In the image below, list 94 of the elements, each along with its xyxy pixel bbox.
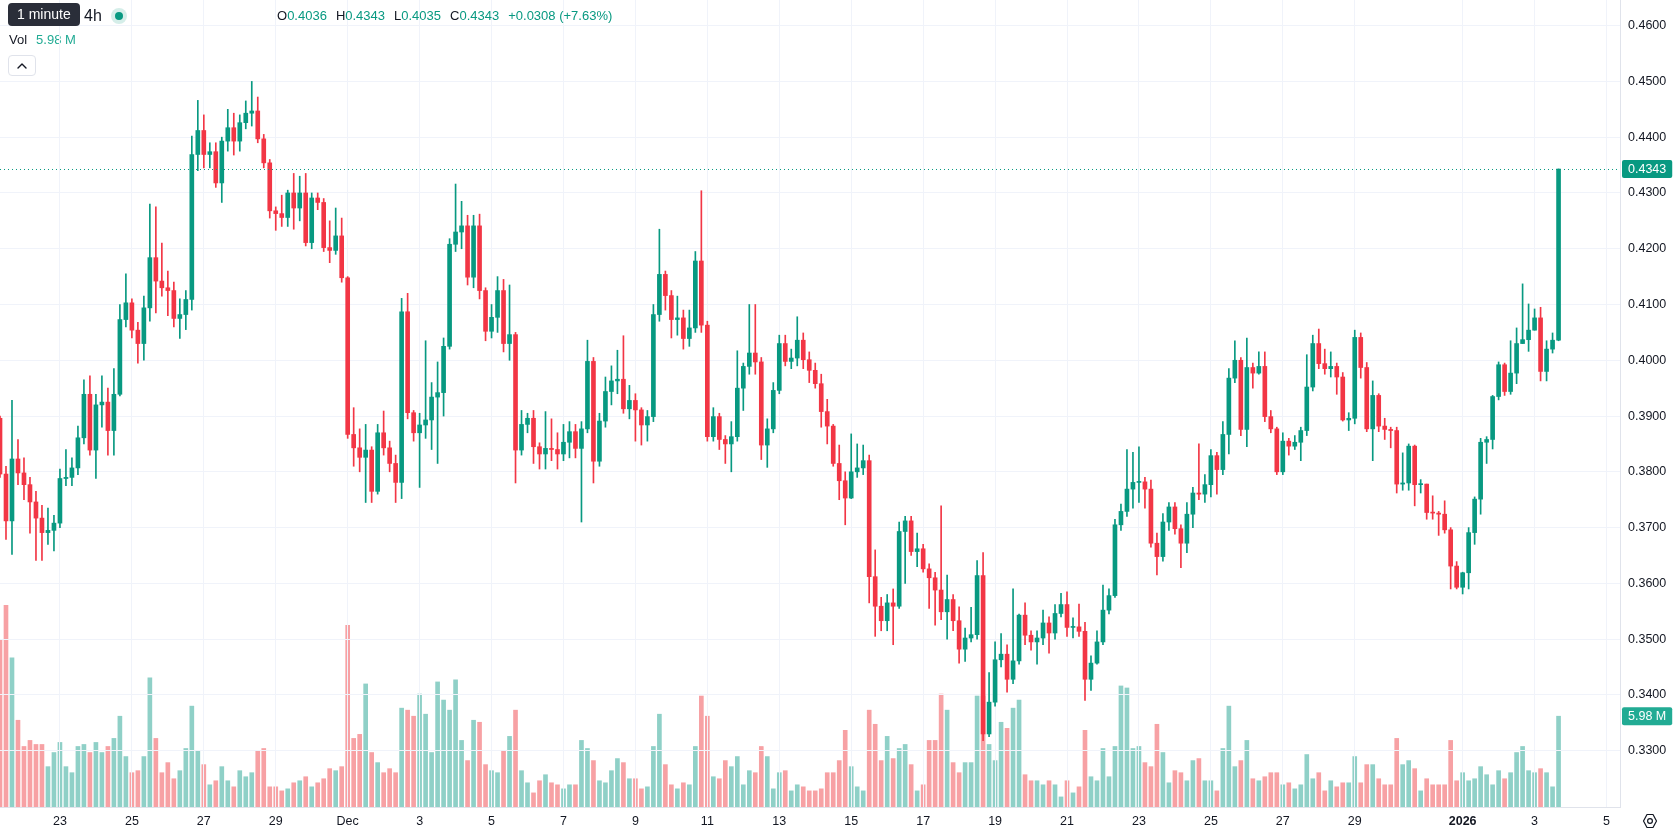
x-tick-label: 9	[631, 813, 639, 828]
chart-title: 4h	[84, 6, 102, 26]
x-tick-label: 2026	[1448, 813, 1477, 828]
candlestick	[914, 532, 920, 567]
candlestick	[207, 142, 213, 169]
y-tick-label: 0.3600	[1628, 575, 1667, 590]
x-tick-label: 25	[1203, 813, 1218, 828]
bar	[399, 707, 404, 807]
bar	[1502, 778, 1507, 807]
candlestick	[1328, 351, 1334, 378]
annotation: +0.0308 (+7.63%)	[508, 8, 613, 24]
annotation: 1 minute	[8, 3, 80, 26]
bar	[782, 770, 788, 807]
x-tick-label: 17	[916, 813, 931, 828]
x-tick-label: 7	[560, 813, 567, 828]
x-tick-label: 5	[1603, 813, 1611, 828]
bar	[213, 780, 219, 807]
candlestick	[788, 348, 794, 369]
text: 5.98 M	[1628, 709, 1667, 724]
bar	[285, 788, 291, 807]
candlestick	[1418, 479, 1424, 494]
y-tick-label: 0.3500	[1628, 631, 1667, 646]
x-tick-label: 27	[1275, 813, 1290, 828]
x-tick-label: 25	[124, 813, 139, 828]
y-tick-label: 0.3800	[1628, 464, 1667, 479]
y-tick-label: 0.3300	[1628, 743, 1667, 758]
candlestick	[752, 304, 758, 375]
bar	[333, 770, 339, 807]
candlestick	[1070, 617, 1076, 639]
bar	[207, 784, 213, 807]
annotation: Vol	[9, 32, 28, 48]
bar	[573, 784, 578, 807]
bar	[291, 782, 297, 807]
bar	[591, 760, 596, 807]
bar	[231, 786, 237, 807]
bar	[375, 762, 380, 807]
x-tick-label: 27	[196, 813, 211, 828]
bar	[363, 683, 368, 807]
x-tick-label: 21	[1060, 813, 1075, 828]
x-tick-label: 29	[268, 813, 283, 828]
x-tick-label: Dec	[336, 813, 359, 828]
x-tick-label: 11	[700, 813, 714, 828]
bar	[309, 786, 315, 807]
bar	[711, 776, 716, 807]
annotation: H0.4343	[335, 8, 386, 24]
x-tick-label: 29	[1347, 813, 1362, 828]
x-tick-label: 5	[488, 813, 496, 828]
bar	[465, 760, 470, 807]
bar	[471, 719, 476, 807]
x-tick-label: 13	[772, 813, 787, 828]
bar	[1538, 768, 1543, 807]
x-tick-label: 23	[52, 813, 67, 828]
bar	[507, 736, 512, 807]
y-tick-label: 0.4000	[1628, 352, 1667, 367]
candlestick	[890, 588, 896, 646]
annotation: C0.4343	[450, 8, 500, 24]
x-tick-label: 15	[844, 813, 859, 828]
candlestick	[45, 507, 51, 545]
candlestick	[63, 449, 69, 487]
bar	[621, 762, 626, 807]
bar	[627, 778, 632, 807]
y-tick-label: 0.4200	[1628, 241, 1667, 256]
bar	[1286, 782, 1292, 807]
y-tick-label: 0.4300	[1628, 185, 1667, 200]
candlestick	[1136, 446, 1142, 503]
bar	[890, 758, 896, 807]
annotation: L0.4035	[394, 8, 442, 24]
bar	[513, 709, 518, 807]
bar	[303, 776, 309, 807]
x-tick-label: 3	[1531, 813, 1539, 828]
x-tick-label: 19	[988, 813, 1003, 828]
y-tick-label: 0.4400	[1628, 129, 1667, 144]
y-tick-label: 0.4600	[1628, 18, 1667, 33]
candlestick	[165, 270, 171, 316]
bar	[675, 788, 680, 807]
bar	[369, 752, 374, 807]
x-tick-label: 3	[416, 813, 424, 828]
y-tick-label: 0.3700	[1628, 520, 1667, 535]
bar	[543, 774, 548, 807]
bar	[884, 736, 890, 807]
bar	[1418, 790, 1424, 807]
y-tick-label: 0.4500	[1628, 73, 1667, 88]
x-tick-label: 23	[1131, 813, 1146, 828]
y-tick-label: 0.4100	[1628, 296, 1667, 311]
bar	[501, 750, 506, 807]
bar	[1328, 780, 1334, 807]
bar	[297, 780, 303, 807]
y-tick-label: 0.3400	[1628, 687, 1667, 702]
bar	[1370, 764, 1376, 807]
annotation: O0.4036	[277, 8, 327, 24]
ref-line-label: 0.4343	[1628, 161, 1667, 176]
bar	[1412, 768, 1418, 807]
bar	[681, 782, 686, 807]
y-tick-label: 0.3900	[1628, 408, 1667, 423]
